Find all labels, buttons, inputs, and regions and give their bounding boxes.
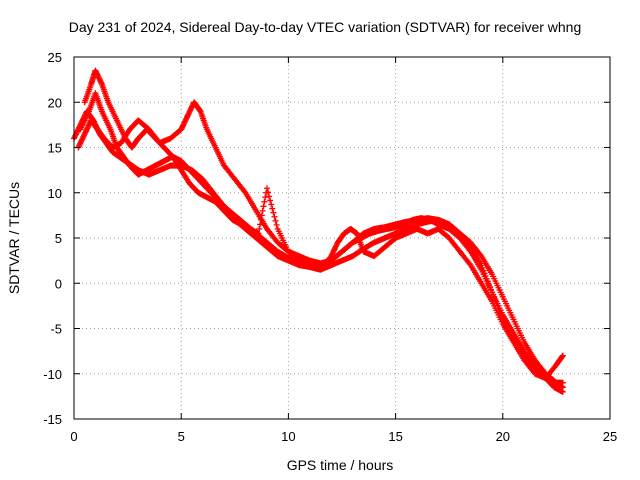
data-point — [259, 207, 266, 214]
y-tick-label: 20 — [48, 95, 62, 110]
series-track-1 — [71, 108, 566, 391]
data-point — [559, 379, 566, 386]
data-point — [268, 201, 275, 208]
data-point — [273, 221, 280, 228]
series-track-3 — [75, 99, 566, 386]
y-tick-label: 5 — [55, 231, 62, 246]
data-point — [559, 352, 566, 359]
y-tick-label: -10 — [43, 367, 62, 382]
data-point — [262, 194, 269, 201]
data-point — [271, 213, 278, 220]
data-point — [559, 388, 566, 395]
y-tick-label: 15 — [48, 141, 62, 156]
y-tick-label: 0 — [55, 276, 62, 291]
series-track-4 — [77, 90, 566, 382]
series-track-2 — [81, 67, 566, 395]
x-axis-label: GPS time / hours — [287, 457, 394, 473]
x-tick-label: 20 — [496, 429, 510, 444]
x-tick-label: 15 — [388, 429, 402, 444]
axis-ticks: 0 5 10 15 20 25 -15 -10 -5 0 5 10 15 20 25 — [43, 50, 617, 444]
data-point — [255, 230, 262, 237]
y-tick-label: 10 — [48, 186, 62, 201]
data-point — [266, 193, 273, 200]
data-point — [265, 189, 272, 196]
x-tick-label: 0 — [70, 429, 77, 444]
y-axis-label: SDTVAR / TECUs — [6, 182, 22, 294]
data-point — [272, 217, 279, 224]
data-point — [257, 221, 264, 228]
data-series — [71, 67, 566, 395]
y-tick-label: 25 — [48, 50, 62, 65]
data-point — [256, 225, 263, 232]
x-tick-label: 5 — [178, 429, 185, 444]
chart-title: Day 231 of 2024, Sidereal Day-to-day VTE… — [69, 19, 582, 35]
x-tick-label: 10 — [281, 429, 295, 444]
data-point — [269, 205, 276, 212]
data-point — [261, 198, 268, 205]
y-tick-label: -15 — [43, 412, 62, 427]
x-tick-label: 25 — [603, 429, 617, 444]
data-point — [257, 216, 264, 223]
data-point — [270, 209, 277, 216]
data-point — [260, 203, 267, 210]
data-point — [267, 197, 274, 204]
data-point — [258, 212, 265, 219]
data-point — [263, 185, 270, 192]
y-tick-label: -5 — [50, 322, 62, 337]
